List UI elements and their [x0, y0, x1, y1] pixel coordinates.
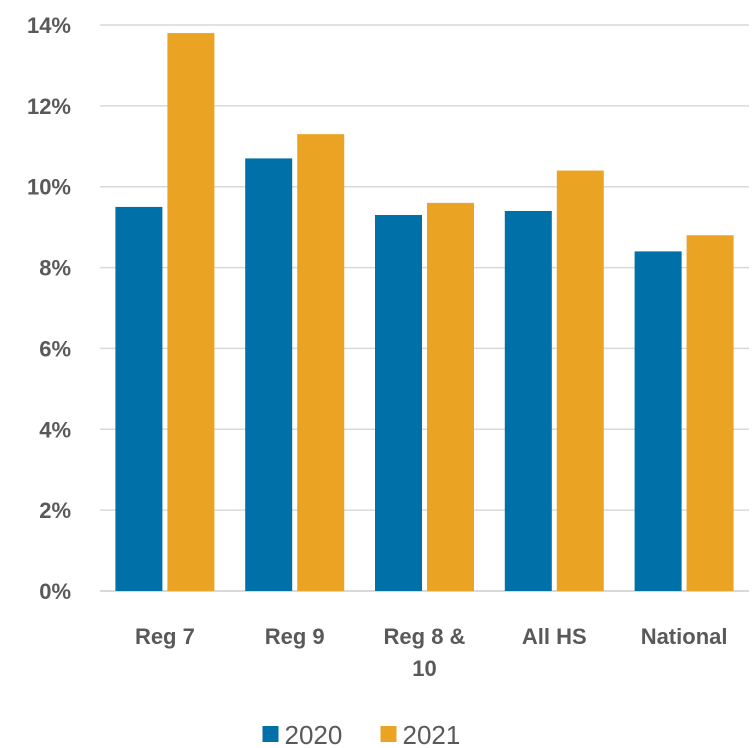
bars: [115, 33, 734, 592]
bar-2021: [297, 134, 345, 591]
y-tick-label: 8%: [39, 256, 71, 281]
y-tick-label: 4%: [39, 417, 71, 442]
y-tick-label: 2%: [39, 498, 71, 523]
x-category-label: Reg 9: [265, 624, 325, 649]
legend: 2020 2021: [262, 720, 461, 748]
bar-2020: [115, 206, 163, 591]
x-category-label: Reg 7: [135, 624, 195, 649]
x-category-label: National: [641, 624, 728, 649]
y-tick-label: 0%: [39, 579, 71, 604]
bar-2020: [375, 215, 422, 591]
bar-2020: [634, 251, 682, 591]
y-tick-label: 6%: [39, 336, 71, 361]
y-tick-label: 14%: [27, 13, 71, 38]
bar-2020: [245, 158, 293, 591]
y-tick-label: 12%: [27, 94, 71, 119]
bar-2021: [167, 33, 215, 592]
bar-2020: [504, 210, 552, 591]
x-axis-category-labels: Reg 7 Reg 9 Reg 8 & 10 All HS National: [135, 624, 728, 681]
bar-2021: [556, 170, 604, 592]
bar-2021: [686, 235, 734, 591]
legend-label-2020: 2020: [285, 720, 343, 748]
x-category-label: All HS: [522, 624, 587, 649]
legend-swatch-2021: [380, 726, 397, 742]
legend-swatch-2020: [262, 726, 279, 742]
bar-2021: [427, 202, 474, 591]
y-tick-label: 10%: [27, 175, 71, 200]
x-category-label: Reg 8 & 10: [384, 624, 466, 681]
legend-label-2021: 2021: [403, 720, 461, 748]
y-axis-tick-labels: 0% 2% 4% 6% 8% 10% 12% 14%: [27, 13, 71, 604]
